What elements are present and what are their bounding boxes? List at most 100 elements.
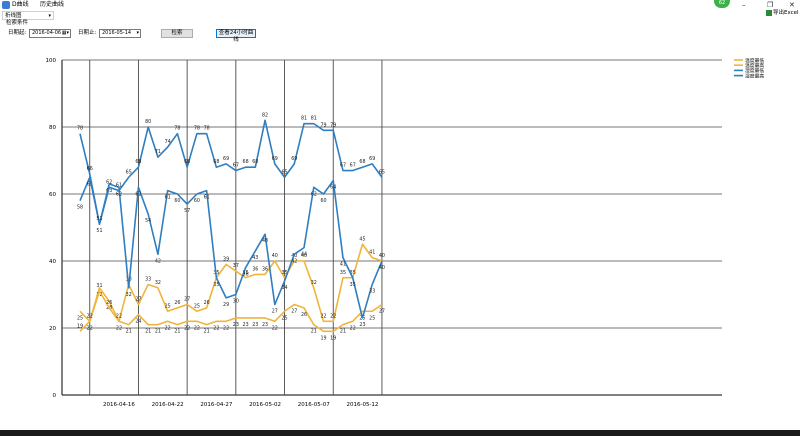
calendar-icon[interactable]: ▦▾ [61,30,69,36]
start-date-picker[interactable]: 2016-04-06 ▦▾ [29,29,71,38]
search-conditions-label: 检索条件 [6,20,29,26]
legend-label: 湿度最低 [745,67,764,74]
data-label: 40 [291,253,297,259]
data-label: 78 [194,126,200,132]
data-label: 54 [145,218,151,224]
maximize-button[interactable]: ❐ [767,1,774,9]
data-label: 64 [330,185,336,191]
data-label: 82 [262,112,268,118]
data-label: 22 [87,325,93,331]
data-label: 67 [340,163,346,169]
series-line [79,243,383,332]
close-button[interactable]: ✕ [789,1,795,9]
x-tick-label: 2016-05-02 [249,402,281,408]
x-tick-label: 2016-05-12 [346,402,378,408]
series-line [79,286,383,333]
data-label: 32 [311,280,317,286]
data-label: 35 [281,270,287,276]
legend-label: 温度最低 [745,57,764,64]
data-label: 21 [311,329,317,335]
data-label: 23 [233,322,239,328]
data-label: 22 [116,325,122,331]
y-tick-label: 20 [49,326,56,332]
data-label: 68 [135,159,141,165]
data-label: 62 [116,191,122,197]
y-tick-label: 0 [53,393,57,399]
minimize-button[interactable]: – [742,1,746,9]
start-date-value: 2016-04-06 [32,30,62,36]
data-label: 25 [369,315,375,321]
data-label: 60 [194,198,200,204]
data-label: 32 [126,292,132,298]
export-excel-label: 导出Excel [773,10,799,16]
data-label: 65 [281,169,287,175]
search-button[interactable]: 检索 [161,29,193,38]
data-label: 57 [184,208,190,214]
data-label: 61 [165,195,171,201]
series-line [79,176,383,319]
data-label: 35 [243,270,249,276]
data-label: 28 [106,305,112,311]
data-label: 19 [320,335,326,341]
end-date-value: 2016-05-14 [102,30,132,36]
data-label: 22 [320,313,326,319]
data-label: 22 [184,325,190,331]
export-excel-button[interactable]: 导出Excel [766,9,799,17]
data-label: 23 [262,322,268,328]
data-label: 32 [96,292,102,298]
data-label: 22 [330,313,336,319]
data-label: 21 [204,329,210,335]
data-label: 26 [106,300,112,306]
data-label: 34 [281,285,287,291]
chevron-down-icon: ▾ [48,13,51,19]
data-label: 42 [291,258,297,264]
data-label: 71 [155,149,161,155]
data-label: 40 [301,253,307,259]
y-tick-label: 60 [49,192,56,198]
data-label: 25 [165,303,171,309]
data-label: 39 [223,256,229,262]
data-label: 22 [223,325,229,331]
notification-badge[interactable]: 62 [714,0,730,8]
data-label: 58 [77,205,83,211]
data-label: 44 [301,252,307,258]
data-label: 79 [320,122,326,128]
excel-icon [766,10,772,16]
data-label: 37 [233,263,239,269]
data-label: 61 [204,195,210,201]
y-tick-label: 40 [49,259,56,265]
chart-type-value: 折线图 [5,13,22,19]
chart-type-select[interactable]: 折线图 ▾ [2,11,54,20]
data-label: 65 [87,181,93,187]
data-label: 40 [272,253,278,259]
data-label: 22 [116,313,122,319]
view-24h-curve-button[interactable]: 查看24小时曲线 [216,29,256,43]
data-label: 33 [369,288,375,294]
data-label: 41 [369,250,375,256]
data-label: 22 [194,325,200,331]
data-label: 27 [135,297,141,303]
data-label: 35 [350,282,356,288]
legend-label: 温度最高 [745,62,764,69]
data-label: 33 [145,276,151,282]
data-label: 62 [106,179,112,185]
data-label: 26 [204,300,210,306]
calendar-icon[interactable]: ▾ [136,30,139,36]
data-label: 27 [379,309,385,315]
y-tick-label: 80 [49,125,56,131]
data-label: 24 [135,319,141,325]
data-label: 78 [204,126,210,132]
data-label: 26 [174,300,180,306]
data-label: 68 [252,159,258,165]
end-date-picker[interactable]: 2016-05-14 ▾ [99,29,141,38]
x-tick-label: 2016-04-27 [200,402,232,408]
data-label: 27 [184,297,190,303]
data-label: 25 [359,315,365,321]
data-label: 25 [194,303,200,309]
data-label: 36 [262,266,268,272]
data-label: 22 [87,313,93,319]
data-label: 36 [252,266,258,272]
data-label: 22 [165,325,171,331]
data-label: 67 [233,163,239,169]
